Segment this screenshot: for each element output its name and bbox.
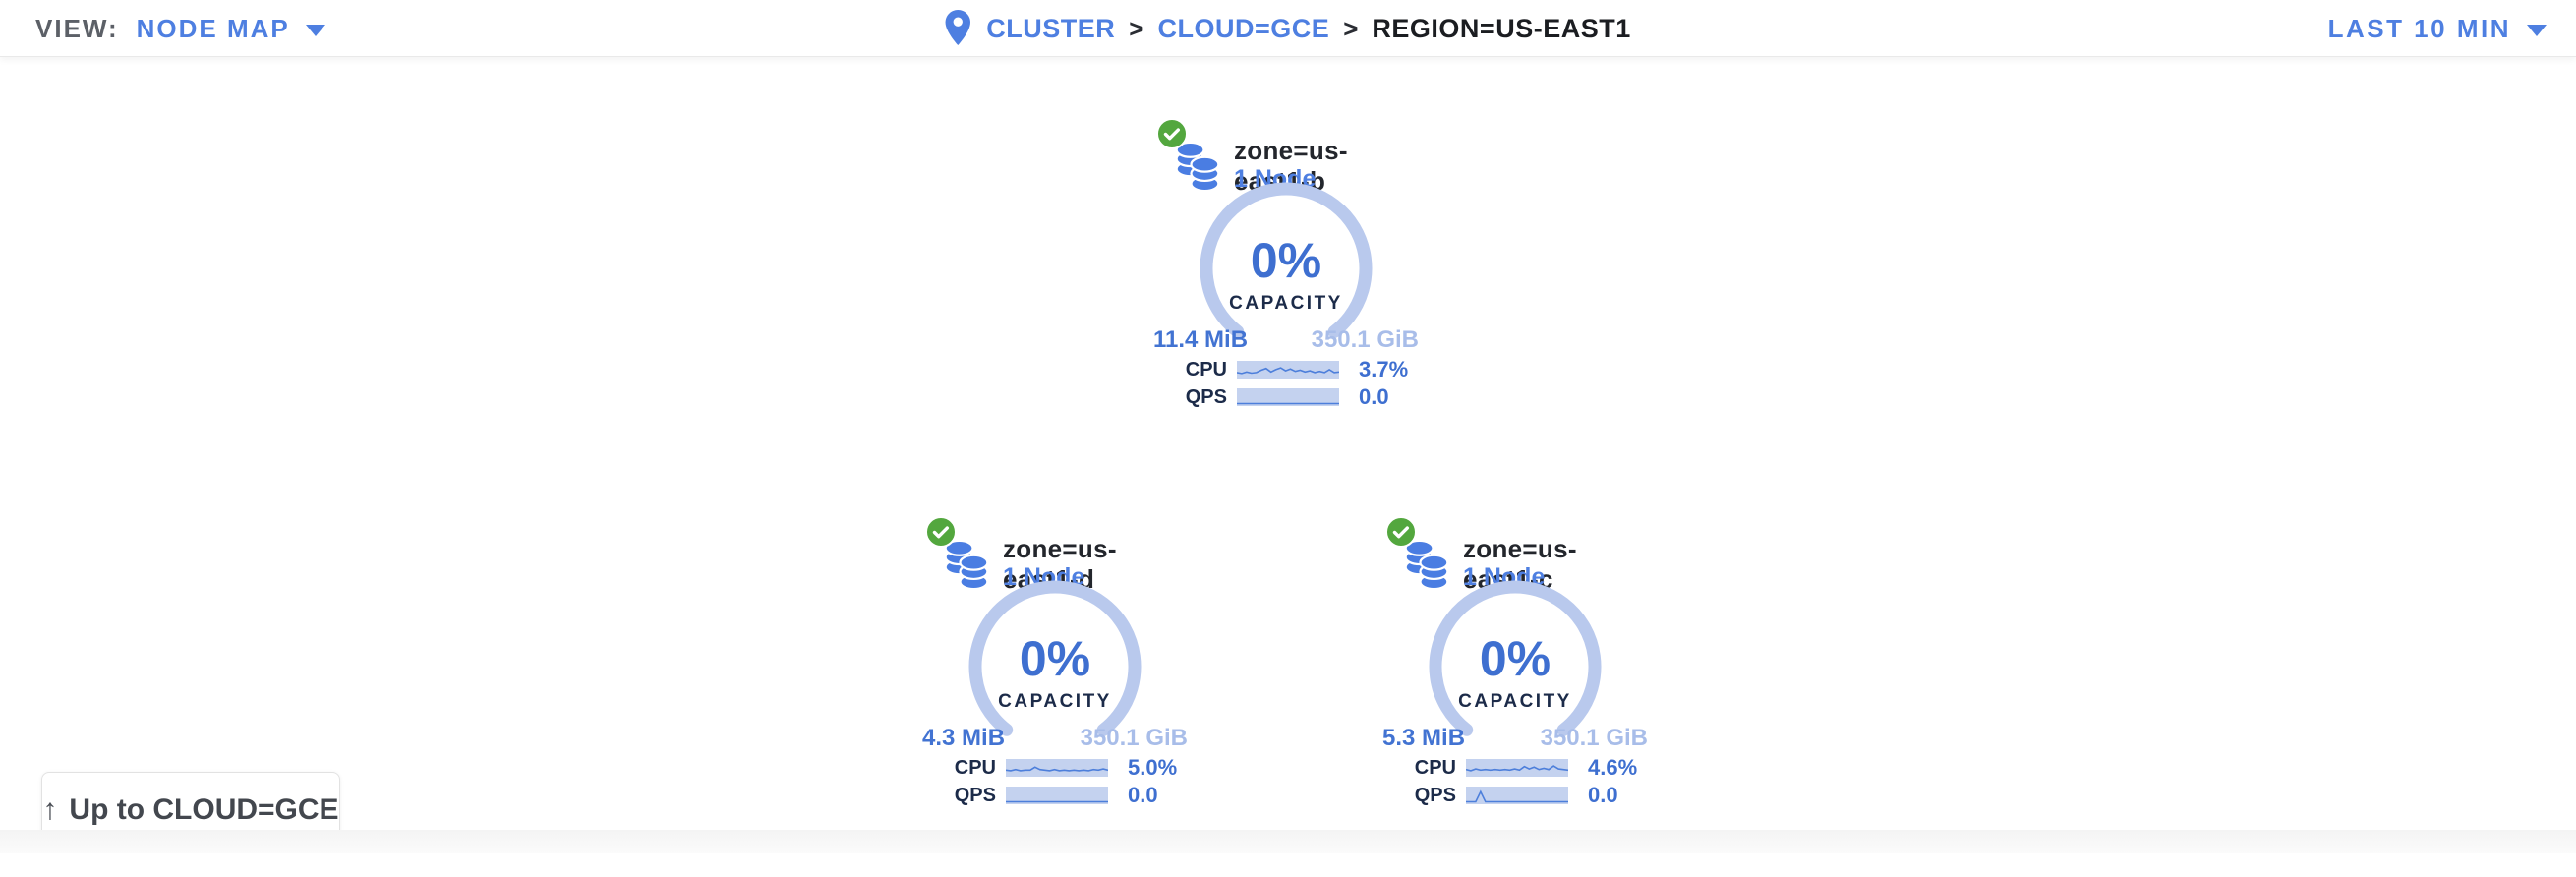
- qps-value: 0.0: [1588, 783, 1618, 807]
- qps-stat-row: QPS 0.0: [1387, 783, 1643, 807]
- capacity-used: 11.4 MiB: [1153, 326, 1249, 353]
- view-value[interactable]: NODE MAP: [136, 13, 290, 43]
- node-group-db-icon: [1175, 142, 1220, 193]
- view-label: VIEW:: [35, 13, 119, 43]
- qps-stat-row: QPS 0.0: [927, 783, 1183, 807]
- capacity-used: 4.3 MiB: [922, 725, 1006, 751]
- cpu-label: CPU: [954, 756, 996, 779]
- breadcrumb-separator: >: [1129, 13, 1144, 43]
- qps-label: QPS: [1185, 385, 1227, 408]
- qps-sparkline: [1006, 787, 1108, 804]
- zone-card-us-east1-b[interactable]: zone=us-east1-b 1 Node 0% CAPACITY 11.4 …: [1153, 118, 1419, 413]
- capacity-label: CAPACITY: [998, 691, 1112, 712]
- map-pin-icon: [945, 10, 970, 45]
- view-selector[interactable]: VIEW: NODE MAP: [35, 0, 325, 57]
- capacity-arc: [968, 580, 1142, 753]
- capacity-gauge: 0% CAPACITY: [1422, 573, 1609, 760]
- node-group-db-icon: [944, 540, 989, 591]
- cpu-sparkline: [1006, 759, 1108, 777]
- capacity-total: 350.1 GiB: [1080, 725, 1188, 751]
- capacity-label: CAPACITY: [1229, 293, 1343, 314]
- arrow-up-icon: ↑: [42, 793, 58, 826]
- zone-card-us-east1-c[interactable]: zone=us-east1-c 1 Node 0% CAPACITY 5.3 M…: [1382, 516, 1648, 811]
- healthy-check-icon: [1156, 118, 1188, 149]
- node-map-canvas: zone=us-east1-b 1 Node 0% CAPACITY 11.4 …: [0, 57, 2576, 853]
- cpu-stat-row: CPU 5.0%: [927, 755, 1183, 780]
- breadcrumb-cloud[interactable]: CLOUD=GCE: [1157, 13, 1330, 43]
- qps-value: 0.0: [1359, 384, 1389, 409]
- healthy-check-icon: [925, 516, 957, 548]
- capacity-total: 350.1 GiB: [1311, 326, 1419, 353]
- capacity-percentage: 0%: [1479, 631, 1551, 686]
- capacity-arc: [1429, 580, 1602, 753]
- bottom-edge-strip: [0, 830, 2576, 853]
- time-range-selector[interactable]: LAST 10 MIN: [2328, 0, 2547, 57]
- capacity-used: 5.3 MiB: [1382, 725, 1466, 751]
- cpu-label: CPU: [1185, 358, 1227, 380]
- cpu-value: 3.7%: [1359, 357, 1409, 381]
- zone-card-us-east1-d[interactable]: zone=us-east1-d 1 Node 0% CAPACITY 4.3 M…: [922, 516, 1188, 811]
- cpu-sparkline: [1237, 361, 1339, 379]
- cpu-label: CPU: [1414, 756, 1456, 779]
- capacity-values-row: 11.4 MiB 350.1 GiB: [1153, 326, 1419, 354]
- zone-header: zone=us-east1-b 1 Node: [1156, 118, 1414, 197]
- cpu-stat-row: CPU 3.7%: [1158, 357, 1414, 381]
- qps-stat-row: QPS 0.0: [1158, 384, 1414, 409]
- capacity-percentage: 0%: [1019, 631, 1091, 686]
- capacity-gauge: 0% CAPACITY: [962, 573, 1148, 760]
- zone-title: zone=us-east1-c: [1463, 534, 1577, 594]
- cpu-stat-row: CPU 4.6%: [1387, 755, 1643, 780]
- chevron-down-icon: [2527, 25, 2547, 36]
- chevron-down-icon: [305, 25, 325, 36]
- breadcrumb: CLUSTER > CLOUD=GCE > REGION=US-EAST1: [945, 0, 1630, 57]
- capacity-arc: [1200, 182, 1373, 355]
- breadcrumb-region-current: REGION=US-EAST1: [1372, 13, 1631, 43]
- capacity-values-row: 4.3 MiB 350.1 GiB: [922, 725, 1188, 752]
- capacity-values-row: 5.3 MiB 350.1 GiB: [1382, 725, 1648, 752]
- cpu-sparkline: [1466, 759, 1568, 777]
- breadcrumb-cluster[interactable]: CLUSTER: [986, 13, 1116, 43]
- qps-label: QPS: [1414, 784, 1456, 806]
- breadcrumb-separator: >: [1343, 13, 1359, 43]
- qps-sparkline: [1237, 388, 1339, 406]
- capacity-total: 350.1 GiB: [1540, 725, 1648, 751]
- qps-label: QPS: [954, 784, 996, 806]
- top-bar: VIEW: NODE MAP CLUSTER > CLOUD=GCE > REG…: [0, 0, 2576, 57]
- healthy-check-icon: [1385, 516, 1417, 548]
- node-group-db-icon: [1404, 540, 1449, 591]
- qps-sparkline: [1466, 787, 1568, 804]
- capacity-percentage: 0%: [1250, 233, 1322, 288]
- qps-value: 0.0: [1128, 783, 1158, 807]
- cpu-value: 5.0%: [1128, 755, 1178, 780]
- up-button-label: Up to CLOUD=GCE: [69, 793, 339, 826]
- cpu-value: 4.6%: [1588, 755, 1638, 780]
- capacity-label: CAPACITY: [1458, 691, 1572, 712]
- capacity-gauge: 0% CAPACITY: [1193, 175, 1379, 362]
- time-range-value[interactable]: LAST 10 MIN: [2327, 13, 2511, 43]
